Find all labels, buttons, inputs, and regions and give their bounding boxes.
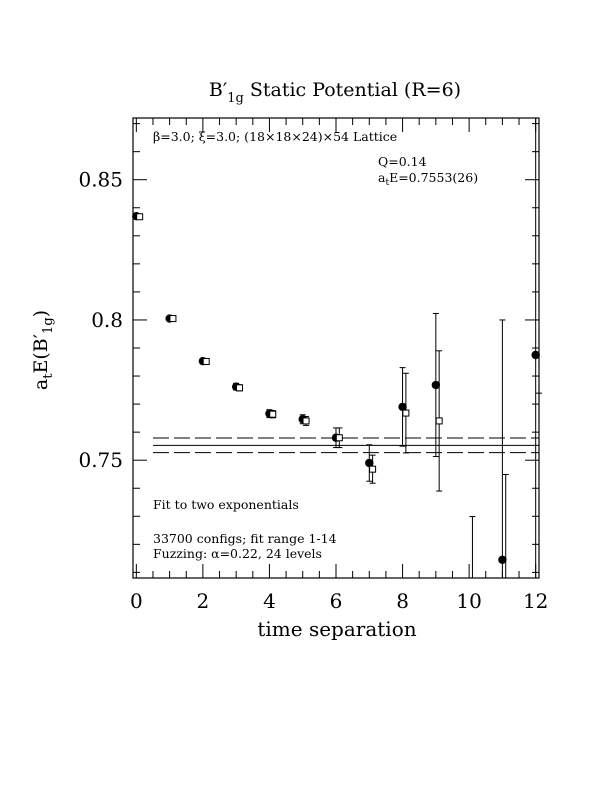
data-point xyxy=(335,434,343,442)
x-tick-label: 8 xyxy=(396,589,409,613)
x-axis-label: time separation xyxy=(257,617,416,641)
axis-ticks xyxy=(133,118,539,578)
q-annotation: Q=0.14 xyxy=(378,154,427,169)
data-point xyxy=(498,555,507,564)
data-point xyxy=(435,417,443,425)
y-tick-label: 0.85 xyxy=(78,168,123,192)
fit-type-annotation: Fit to two exponentials xyxy=(153,497,299,512)
data-point xyxy=(402,409,410,417)
tick-labels: 0 2 4 6 8 10 12 0.75 0.8 0.85 xyxy=(78,168,548,613)
x-tick-label: 10 xyxy=(456,589,481,613)
x-tick-label: 0 xyxy=(130,589,143,613)
y-tick-label: 0.8 xyxy=(91,308,123,332)
data-point xyxy=(369,465,377,473)
data-point xyxy=(269,410,277,418)
x-tick-label: 4 xyxy=(263,589,276,613)
configs-annotation: 33700 configs; fit range 1-14 xyxy=(153,531,337,546)
y-tick-label: 0.75 xyxy=(78,448,123,472)
data-point xyxy=(531,350,540,360)
data-marks xyxy=(132,118,542,578)
lattice-annotation: β=3.0; ξ=3.0; (18×18×24)×54 Lattice xyxy=(153,129,397,144)
fit-band xyxy=(152,437,539,454)
data-point xyxy=(235,384,243,392)
x-tick-label: 6 xyxy=(330,589,343,613)
data-point xyxy=(398,402,407,412)
x-tick-label: 2 xyxy=(197,589,210,613)
energy-annotation: atE=0.7553(26) xyxy=(378,170,478,188)
data-point xyxy=(365,458,374,468)
chart-title: B′1g Static Potential (R=6) xyxy=(209,79,461,106)
data-point xyxy=(136,213,144,221)
x-tick-label: 12 xyxy=(523,589,548,613)
data-point xyxy=(431,380,441,390)
data-point xyxy=(169,315,177,323)
y-axis-label: atE(B′1g) xyxy=(30,310,56,390)
fuzzing-annotation: Fuzzing: α=0.22, 24 levels xyxy=(153,546,322,561)
data-point xyxy=(202,357,210,365)
data-point xyxy=(302,417,310,425)
